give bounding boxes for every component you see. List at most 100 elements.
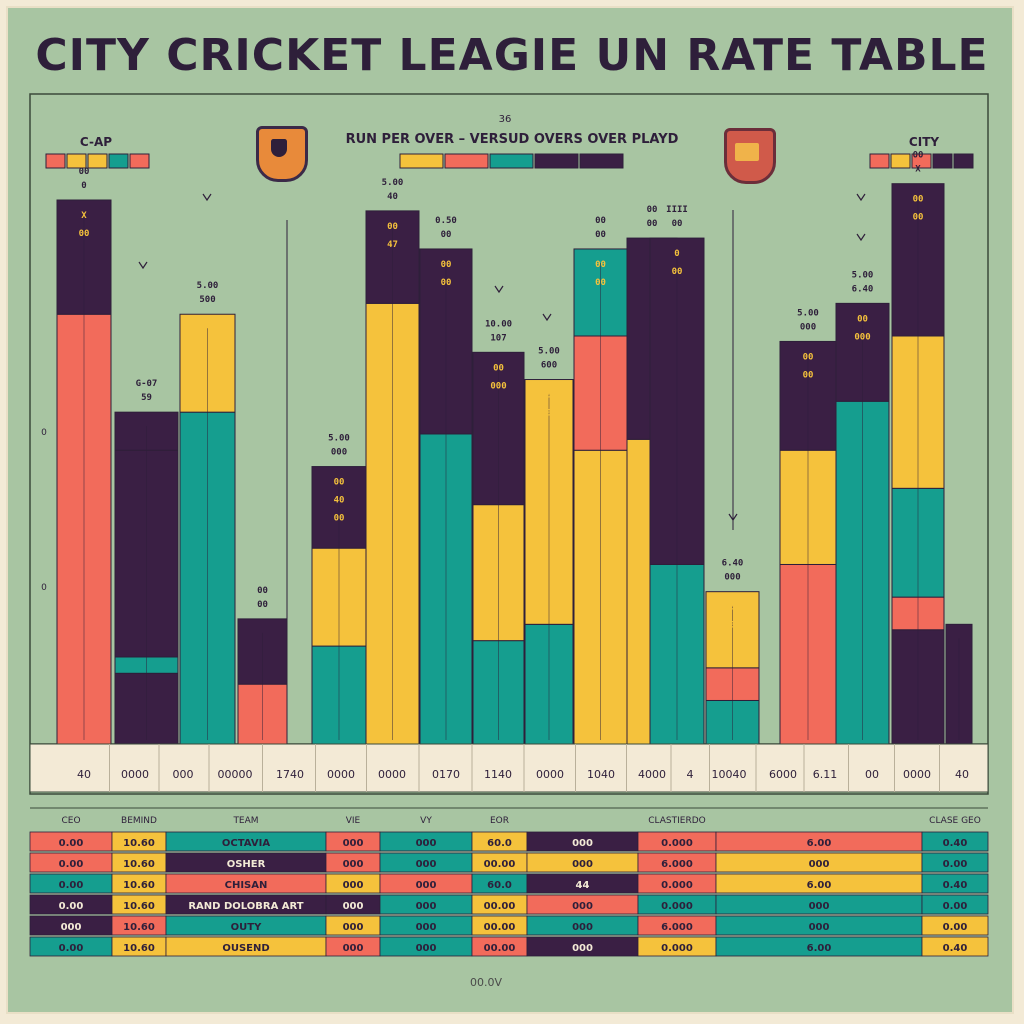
table-header-cell: BEMIND [121,816,157,826]
table-cell: 0.00 [59,859,84,870]
pointer-arrow-icon [494,285,504,294]
bar-data-label: 00 [595,278,606,288]
bar-data-label: 5.00 [797,308,819,318]
right-legend-swatch [890,153,911,169]
table-cell: 000 [416,880,437,891]
center-legend-swatch [579,153,624,169]
x-tick-label: 4 [687,768,694,781]
table-header-cell: VIE [346,816,361,826]
right-legend-swatch [953,153,974,169]
bar-data-label: 5.00 [852,270,874,280]
table-cell: 000 [343,922,364,933]
bar-data-label: 00 [441,230,452,240]
bar-data-label: 000 [724,621,740,631]
y-tick-label: 0 [41,583,47,593]
right-legend-title: CITY [909,135,939,149]
bar-data-label: 000 [331,448,347,458]
table-cell: 0.40 [943,880,968,891]
table-cell: 000 [809,859,830,870]
bar-data-label: 59 [141,393,152,403]
table-cell: 6.00 [807,880,832,891]
x-tick-label: 6.11 [813,768,838,781]
table-cell: OCTAVIA [222,838,270,849]
left-legend-swatch [129,153,150,169]
table-cell-bg [921,936,989,957]
table-cell: 000 [416,943,437,954]
bar-data-label: G-07 [136,379,158,389]
bar-data-label: 000 [724,573,740,583]
table-cell: 0.00 [943,922,968,933]
page-title: CITY CRICKET LEAGIE UN RATE TABLE [35,30,989,81]
table-cell: 44 [576,880,590,891]
center-legend-title: RUN PER OVER – VERSUD OVERS OVER PLAYD [346,132,679,147]
table-cell: 10.60 [123,943,155,954]
bar-data-label: 00 [493,363,504,373]
table-cell: 0.000 [661,901,693,912]
bar-data-label: 47 [387,240,398,250]
bar-data-label: 10.00 [485,319,512,329]
pointer-arrow-icon [138,261,148,270]
table-cell: 000 [343,838,364,849]
bar-data-label: 0.50 [435,216,457,226]
table-cell: 10.60 [123,880,155,891]
y-tick-label: 0 [41,428,47,438]
x-tick-label: 40 [955,768,969,781]
bar-data-label: 00 [913,213,924,223]
bar-data-label: 00 [79,229,90,239]
table-header-cell: TEAM [232,816,258,826]
x-tick-label: 0000 [378,768,406,781]
table-cell: 000 [343,943,364,954]
bar-data-label: 00 [257,586,268,596]
bar-data-label: IIII [666,205,688,215]
table-cell: 60.0 [487,880,512,891]
table-cell: 000 [572,859,593,870]
table-cell: 0.000 [661,838,693,849]
left-legend-swatch [108,153,129,169]
footer-note: 00.0V [470,976,503,989]
table-cell: 000 [572,901,593,912]
bar-data-label: 00 [595,260,606,270]
table-cell: 000 [343,880,364,891]
table-cell: 00.00 [484,901,516,912]
table-header-cell: EOR [490,816,509,826]
bar-data-label: 00 [672,219,683,229]
x-tick-label: 4000 [638,768,666,781]
bar-data-label: 000 [541,391,557,401]
chart-panel-border [29,93,989,795]
pointer-arrow-icon [856,193,866,202]
bar-data-label: 00 [913,151,924,161]
bar-data-label: 00 [857,314,868,324]
bar-data-label: 40 [387,192,398,202]
bar-data-label: 40 [334,496,345,506]
table-cell: 0.00 [59,880,84,891]
left-legend-title: C-AP [80,135,112,149]
table-cell: 6.000 [661,859,693,870]
x-tick-label: 0000 [121,768,149,781]
bar-data-label: 00 [803,370,814,380]
table-cell: 0.00 [59,901,84,912]
table-cell: OSHER [227,859,266,870]
x-tick-label: 1140 [484,768,512,781]
bar-data-label: 00 [334,478,345,488]
pointer-arrow-icon [542,313,552,322]
bar-data-label: 000 [800,322,816,332]
table-cell: 0.000 [661,943,693,954]
table-cell: 6.000 [661,922,693,933]
table-cell: 10.60 [123,901,155,912]
table-cell: 000 [343,901,364,912]
table-cell-bg [921,852,989,873]
center-legend-swatch [444,153,489,169]
table-cell: 0.00 [59,838,84,849]
x-tick-label: 0170 [432,768,460,781]
table-cell-bg [921,915,989,936]
bar-data-label: 00 [672,267,683,277]
right-legend-swatch [869,153,890,169]
table-cell: OUTY [231,922,262,933]
table-cell: 60.0 [487,838,512,849]
table-cell: 000 [572,922,593,933]
table-cell: 000 [416,838,437,849]
bar-data-label: 5.00 [538,347,560,357]
table-cell: 10.60 [123,838,155,849]
table-cell: 0.00 [943,901,968,912]
table-cell-bg [921,831,989,852]
